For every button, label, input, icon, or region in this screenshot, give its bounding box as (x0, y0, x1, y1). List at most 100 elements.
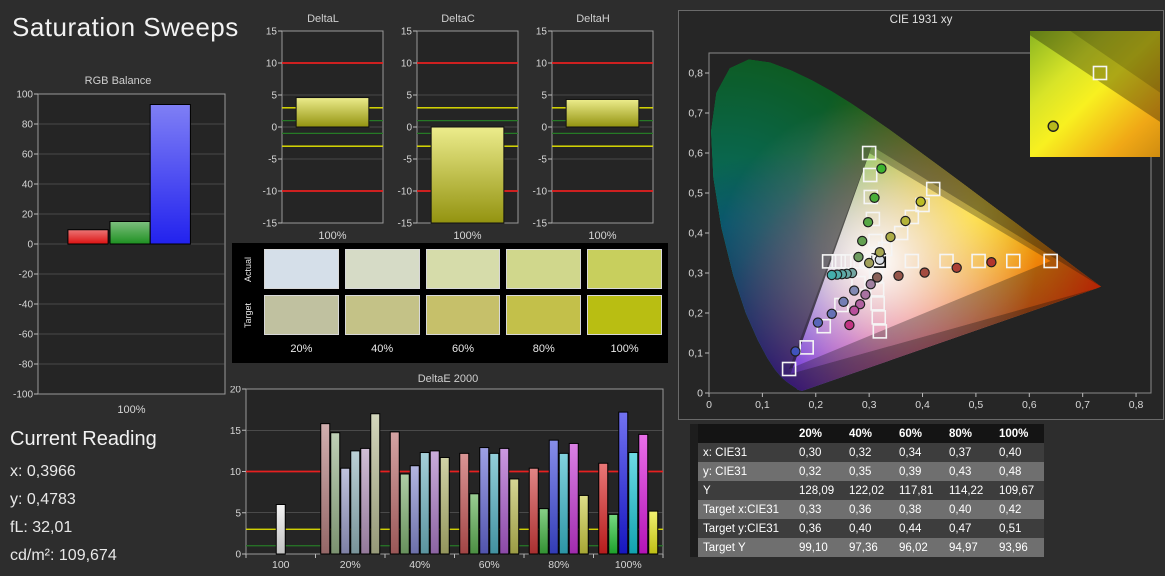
table-value: 0,40 (844, 519, 894, 538)
svg-text:0: 0 (271, 123, 277, 134)
delta-e-2000-title: DeltaE 2000 (417, 373, 479, 385)
cie-zoom-inset (1030, 31, 1160, 157)
swatch-col-label: 40% (371, 343, 394, 355)
table-row-notch (690, 443, 698, 462)
target-swatch-20% (264, 295, 339, 335)
svg-text:0,8: 0,8 (688, 68, 703, 80)
table-value: 0,48 (994, 462, 1044, 481)
cie-measured-point (893, 270, 904, 281)
table-value: 0,36 (844, 500, 894, 519)
cie-measured-point (826, 308, 837, 319)
table-value: 0,30 (794, 443, 844, 462)
table-row-notch (690, 481, 698, 500)
deltae-bar-60%-green (469, 493, 480, 555)
deltae-bar-40%-yellow (439, 456, 450, 555)
cie-measured-point (871, 272, 883, 283)
svg-text:0: 0 (541, 123, 547, 134)
actual-swatch-40% (344, 249, 420, 289)
svg-text:80: 80 (22, 120, 34, 131)
table-value: 0,51 (994, 519, 1044, 538)
delta-e-2000-panel[interactable]: DeltaE 2000 0 5 10 15 20 100 20% 40% 60% 80% 100% (228, 372, 668, 576)
svg-text:100%: 100% (588, 230, 616, 242)
table-header-100%: 100% (994, 424, 1044, 443)
cie-inset-measured-point (1047, 120, 1059, 132)
cie-measured-point (862, 216, 874, 228)
actual-target-swatch-table[interactable]: Actual Target 20% 40% 60% 80% 100% (232, 243, 668, 363)
table-row-label: Target x:CIE31 (698, 500, 794, 519)
cie-measured-point (860, 289, 871, 300)
cie-measured-point (986, 256, 997, 268)
delta-c-panel[interactable]: DeltaC -15 -10 -5 0 5 10 15 100% (391, 12, 525, 244)
table-corner-notch (690, 424, 698, 443)
deltae-bar-100%-cyan (628, 452, 639, 555)
current-reading-x: x: 0,3966 (10, 463, 76, 480)
svg-text:0,4: 0,4 (688, 228, 703, 240)
svg-text:0: 0 (235, 550, 241, 561)
current-reading-cdm2: cd/m²: 109,674 (10, 547, 117, 564)
svg-text:-60: -60 (19, 330, 34, 341)
svg-text:-10: -10 (398, 187, 413, 198)
deltae-bar-40%-magenta (429, 450, 440, 555)
svg-text:10: 10 (401, 59, 413, 70)
rgb-bar-green (109, 221, 151, 245)
svg-text:10: 10 (536, 59, 548, 70)
actual-swatch-80% (506, 249, 582, 289)
svg-text:-15: -15 (533, 219, 548, 230)
cie-measured-point (848, 305, 860, 316)
table-value: 117,81 (894, 481, 944, 500)
table-value: 96,02 (894, 538, 944, 557)
cie-1931-xy-panel[interactable]: CIE 1931 xy 0 0 0,1 0,1 0,2 0,2 0,3 0,3 0,4 0,4 0,… (678, 10, 1164, 420)
table-value: 0,32 (794, 462, 844, 481)
rgb-balance-chart: -100 -80 -60 -40 -20 0 20 40 60 80 100 100% (13, 90, 226, 416)
cie-target-point (821, 254, 837, 269)
svg-text:0: 0 (706, 399, 712, 411)
cie-target-point (1005, 253, 1021, 269)
cie-target-point (872, 324, 888, 339)
table-value: 99,10 (794, 538, 844, 557)
table-value: 0,38 (894, 500, 944, 519)
cie-target-point (862, 167, 878, 183)
svg-text:5: 5 (406, 91, 412, 102)
cie-target-point (861, 145, 877, 161)
svg-text:80%: 80% (548, 559, 569, 571)
deltac-bar (430, 126, 505, 224)
cie-target-point (904, 253, 920, 269)
cie-measured-point (915, 196, 926, 207)
svg-text:5: 5 (271, 91, 277, 102)
table-value: 0,39 (894, 462, 944, 481)
rgb-balance-panel[interactable]: RGB Balance -100 -80 -60 -40 -20 0 20 40 60 80 100… (4, 74, 232, 420)
target-swatch-40% (344, 295, 420, 335)
cie-measured-point (876, 163, 887, 174)
actual-swatch-100% (587, 249, 662, 289)
actual-swatch-20% (264, 249, 339, 289)
table-row-label: Target Y (698, 538, 794, 557)
cie-measured-point (826, 269, 837, 281)
svg-text:20: 20 (230, 386, 242, 396)
cie-measured-point (885, 231, 896, 243)
table-value: 0,42 (994, 500, 1044, 519)
svg-text:-5: -5 (538, 155, 547, 166)
svg-text:0,1: 0,1 (755, 399, 770, 411)
table-value: 94,97 (944, 538, 994, 557)
deltae-bar-20%-blue (340, 467, 351, 555)
svg-text:10: 10 (266, 59, 278, 70)
cie-target-point (1043, 253, 1058, 269)
delta-h-panel[interactable]: DeltaH -15 -10 -5 0 5 10 15 100% (526, 12, 660, 244)
cie-target-point (840, 254, 856, 269)
delta-l-title: DeltaL (307, 13, 339, 25)
cie-measured-point (812, 317, 824, 328)
delta-c-title: DeltaC (441, 13, 475, 25)
table-row-label: Y (698, 481, 794, 500)
cie-1931-xy-title: CIE 1931 xy (889, 14, 953, 26)
table-row-notch (690, 500, 698, 519)
table-value: 0,33 (794, 500, 844, 519)
table-value: 0,36 (794, 519, 844, 538)
rgb-balance-title: RGB Balance (84, 75, 152, 87)
cie-target-point (869, 282, 885, 297)
delta-l-panel[interactable]: DeltaL -15 -10 -5 0 5 10 15 100% (256, 12, 390, 244)
svg-text:0,1: 0,1 (688, 348, 703, 360)
svg-text:0,3: 0,3 (862, 399, 877, 411)
svg-text:15: 15 (266, 27, 278, 38)
deltae-bar-60%-yellow (509, 478, 520, 555)
deltal-bar (295, 97, 370, 128)
